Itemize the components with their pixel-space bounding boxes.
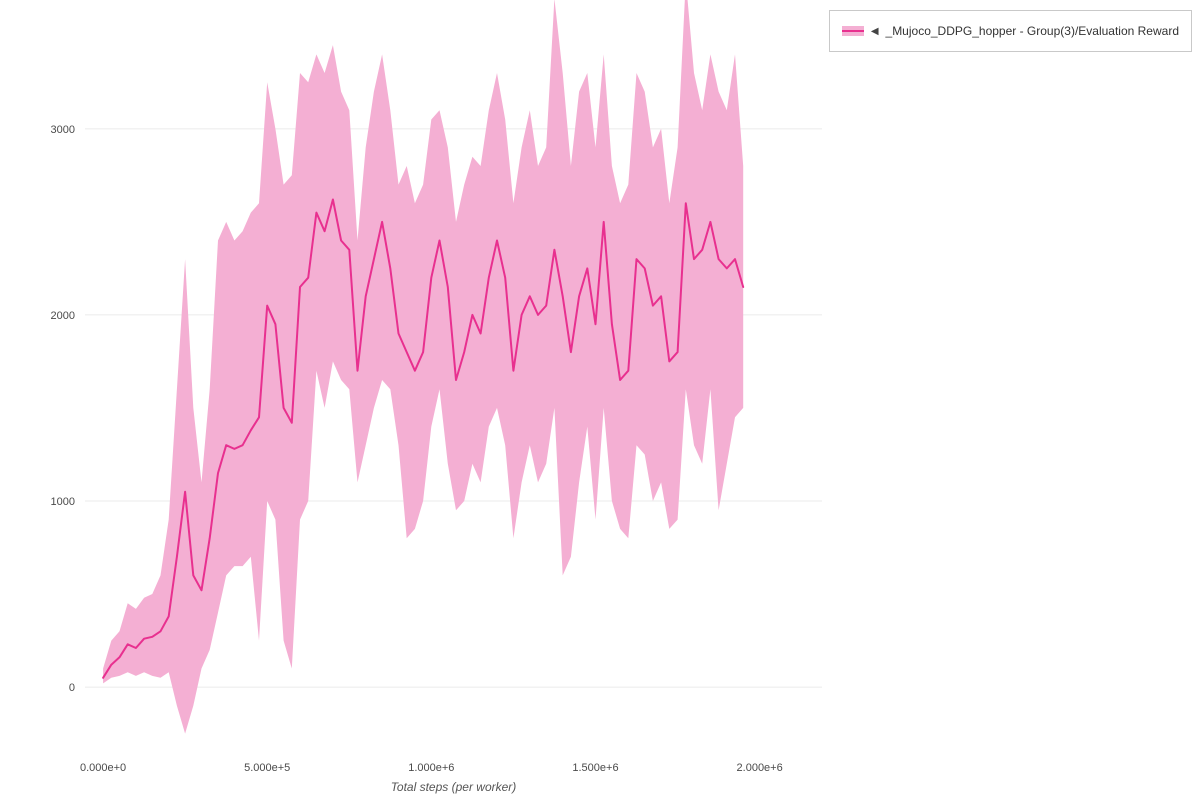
mean-line: [102, 198, 745, 679]
legend[interactable]: ◀ _Mujoco_DDPG_hopper - Group(3)/Evaluat…: [828, 10, 1192, 52]
legend-collapse-icon[interactable]: ◀: [870, 25, 879, 37]
y-tick-label: 0: [69, 682, 75, 694]
x-tick-label: 1.000e+6: [408, 762, 454, 774]
x-tick-label: 2.000e+6: [737, 762, 783, 774]
confidence-band: [103, 0, 744, 734]
y-tick-label: 1000: [51, 496, 75, 508]
x-tick-label: 1.500e+6: [572, 762, 618, 774]
legend-series-label[interactable]: _Mujoco_DDPG_hopper - Group(3)/Evaluatio…: [885, 24, 1179, 38]
x-tick-label: 0.000e+0: [80, 762, 126, 774]
legend-swatch-icon: [841, 26, 864, 36]
x-axis-title: Total steps (per worker): [390, 780, 517, 794]
y-tick-label: 3000: [51, 124, 75, 136]
y-tick-label: 2000: [51, 310, 75, 322]
x-tick-label: 5.000e+5: [244, 762, 290, 774]
